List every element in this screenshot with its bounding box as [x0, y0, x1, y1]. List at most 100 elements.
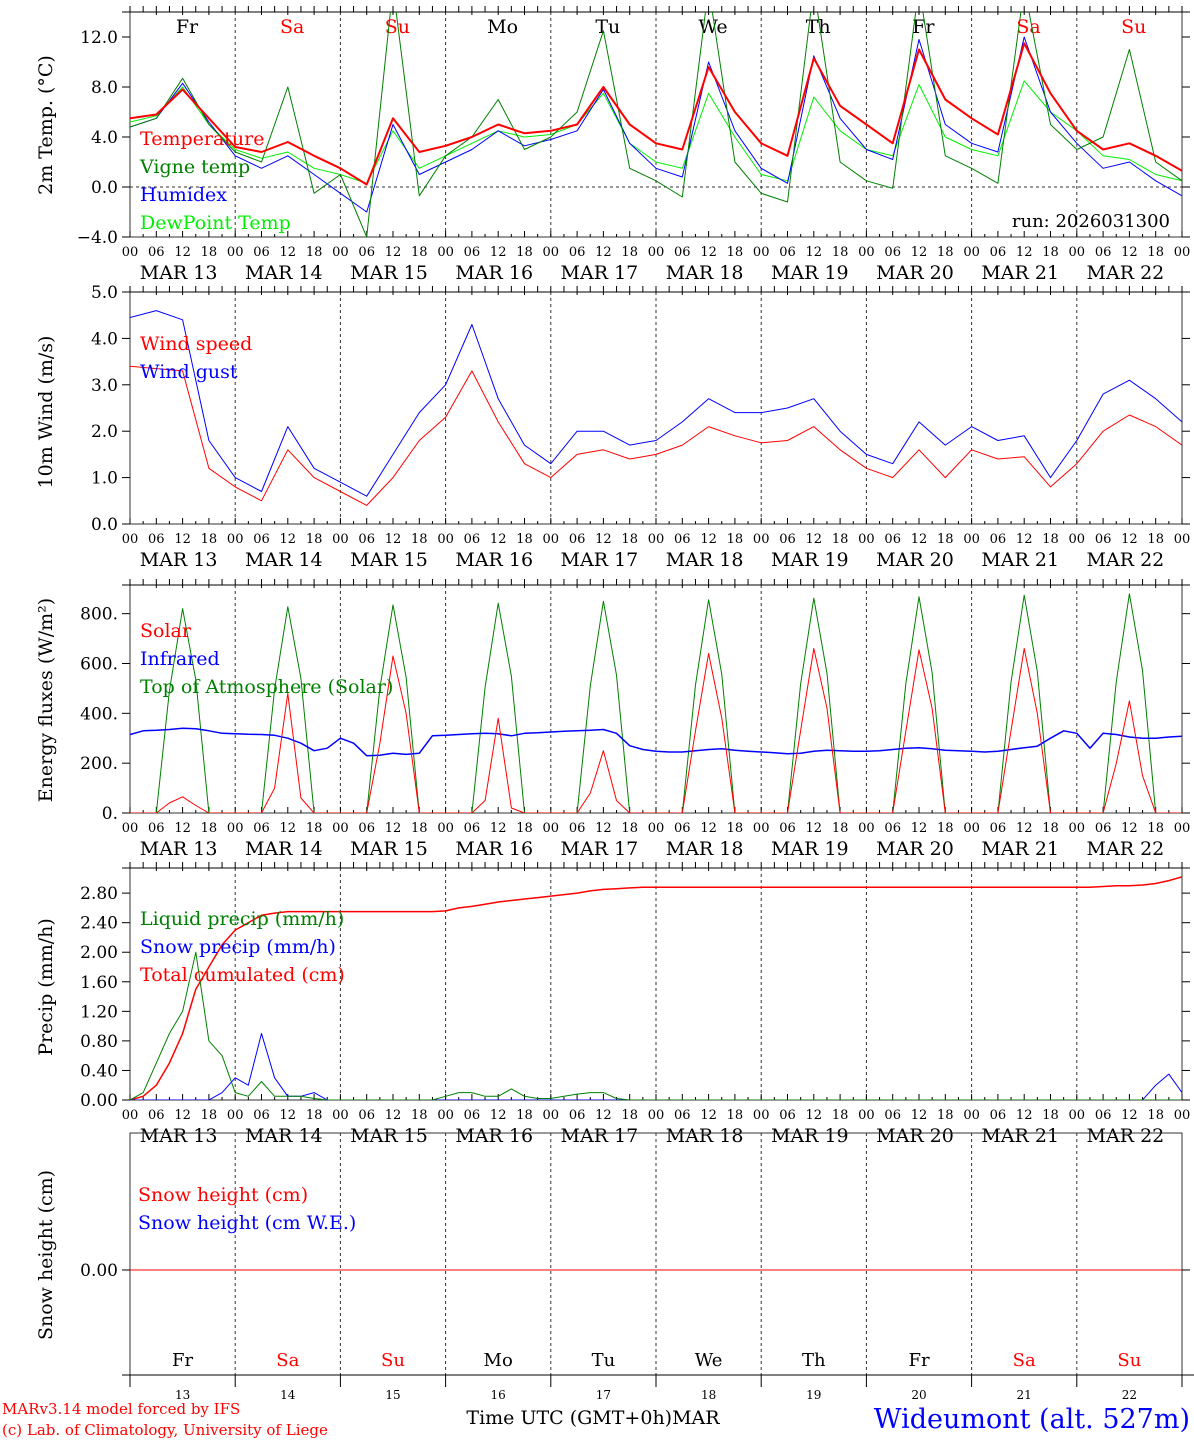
hour-label: 12 — [174, 1108, 191, 1123]
day-name: Su — [1121, 16, 1146, 38]
hour-label: 00 — [437, 245, 454, 260]
hour-label: 18 — [621, 532, 638, 547]
hour-label: 18 — [411, 245, 428, 260]
hour-label: 00 — [332, 1108, 349, 1123]
hour-label: 00 — [858, 245, 875, 260]
hour-label: 00 — [543, 1108, 560, 1123]
hour-label: 12 — [1016, 245, 1033, 260]
y-tick-label: 1.60 — [80, 973, 118, 993]
hour-label: 06 — [253, 821, 270, 836]
y-tick-label: 0.80 — [80, 1032, 118, 1052]
hour-label: 06 — [674, 245, 691, 260]
hour-label: 00 — [963, 1108, 980, 1123]
legend-entry: DewPoint Temp — [140, 212, 291, 234]
hour-label: 12 — [595, 1108, 612, 1123]
legend-entry: Humidex — [140, 184, 227, 206]
station-title: Wideumont (alt. 527m) — [874, 1404, 1190, 1435]
hour-label: 12 — [280, 821, 297, 836]
legend-entry: Top of Atmosphere (Solar) — [140, 676, 393, 698]
hour-label: 18 — [621, 245, 638, 260]
hour-label: 00 — [963, 821, 980, 836]
hour-label: 12 — [595, 245, 612, 260]
hour-label: 00 — [227, 821, 244, 836]
day-number: 22 — [1122, 1388, 1137, 1402]
hour-label: 00 — [227, 1108, 244, 1123]
date-label: MAR 19 — [771, 838, 849, 860]
hour-label: 12 — [1121, 245, 1138, 260]
x-axis-label: Time UTC (GMT+0h)MAR — [466, 1407, 720, 1429]
hour-label: 18 — [516, 821, 533, 836]
y-tick-label: 0.00 — [80, 1261, 118, 1281]
hour-label: 18 — [937, 1108, 954, 1123]
hour-label: 06 — [990, 821, 1007, 836]
hour-label: 06 — [779, 821, 796, 836]
y-tick-label: 2.40 — [80, 914, 118, 934]
hour-label: 12 — [911, 821, 928, 836]
y-axis-label: Energy fluxes (W/m²) — [35, 598, 57, 802]
series-group — [130, 12, 1182, 237]
hour-label: 12 — [385, 821, 402, 836]
hour-label: 00 — [858, 532, 875, 547]
hour-label: 18 — [306, 245, 323, 260]
hour-label: 06 — [884, 245, 901, 260]
y-tick-label: 2.00 — [80, 943, 118, 963]
day-number: 18 — [701, 1388, 716, 1402]
hour-label: 00 — [332, 821, 349, 836]
hour-label: 18 — [1147, 1108, 1164, 1123]
hour-label: 18 — [516, 532, 533, 547]
hour-label: 18 — [1042, 1108, 1059, 1123]
footer-copyright: (c) Lab. of Climatology, University of L… — [2, 1421, 328, 1439]
hour-label: 06 — [358, 245, 375, 260]
legend-entry: Infrared — [140, 648, 220, 670]
y-tick-label: 1.20 — [80, 1002, 118, 1022]
day-name: Tu — [595, 16, 620, 38]
date-label: MAR 13 — [140, 262, 218, 284]
hour-label: 00 — [963, 245, 980, 260]
hour-label: 00 — [1069, 1108, 1086, 1123]
hour-label: 00 — [332, 532, 349, 547]
hour-label: 18 — [727, 1108, 744, 1123]
date-label: MAR 20 — [876, 838, 954, 860]
hour-label: 06 — [569, 1108, 586, 1123]
hour-label: 06 — [148, 532, 165, 547]
legend-entry: Wind speed — [140, 333, 252, 355]
hour-label: 00 — [648, 245, 665, 260]
hour-label: 12 — [280, 532, 297, 547]
date-label: MAR 17 — [561, 262, 639, 284]
hour-label: 18 — [832, 245, 849, 260]
series-line-temperature — [130, 42, 1182, 186]
series-group — [130, 310, 1182, 506]
hour-label: 00 — [1069, 245, 1086, 260]
hour-label: 12 — [806, 1108, 823, 1123]
hour-label: 06 — [674, 1108, 691, 1123]
hour-label: 18 — [937, 532, 954, 547]
y-tick-label: 0.0 — [91, 515, 118, 535]
series-line-snow-precip-mm-h- — [130, 1033, 1182, 1100]
y-tick-label: 8.0 — [91, 78, 118, 98]
hour-label: 06 — [1095, 821, 1112, 836]
hour-label: 18 — [411, 532, 428, 547]
hour-label: 18 — [832, 1108, 849, 1123]
day-name: We — [695, 1350, 723, 1371]
day-name: Mo — [487, 16, 518, 38]
y-tick-label: 2.80 — [80, 884, 118, 904]
legend-entry: Temperature — [140, 128, 264, 150]
day-number: 20 — [911, 1388, 926, 1402]
date-label: MAR 19 — [771, 1125, 849, 1147]
date-label: MAR 18 — [666, 838, 744, 860]
hour-label: 12 — [911, 1108, 928, 1123]
date-label: MAR 16 — [455, 1125, 533, 1147]
date-label: MAR 18 — [666, 549, 744, 571]
hour-label: 00 — [227, 532, 244, 547]
series-line-top-of-atmosphere-solar- — [130, 593, 1182, 813]
day-name: Sa — [1016, 16, 1040, 38]
hour-label: 12 — [700, 1108, 717, 1123]
hour-label: 00 — [1069, 532, 1086, 547]
series-line-liquid-precip-mm-h- — [130, 951, 1182, 1100]
hour-label: 06 — [779, 245, 796, 260]
hour-label: 00 — [753, 245, 770, 260]
hour-label: 00 — [1069, 821, 1086, 836]
hour-label: 12 — [174, 821, 191, 836]
hour-label: 06 — [253, 1108, 270, 1123]
